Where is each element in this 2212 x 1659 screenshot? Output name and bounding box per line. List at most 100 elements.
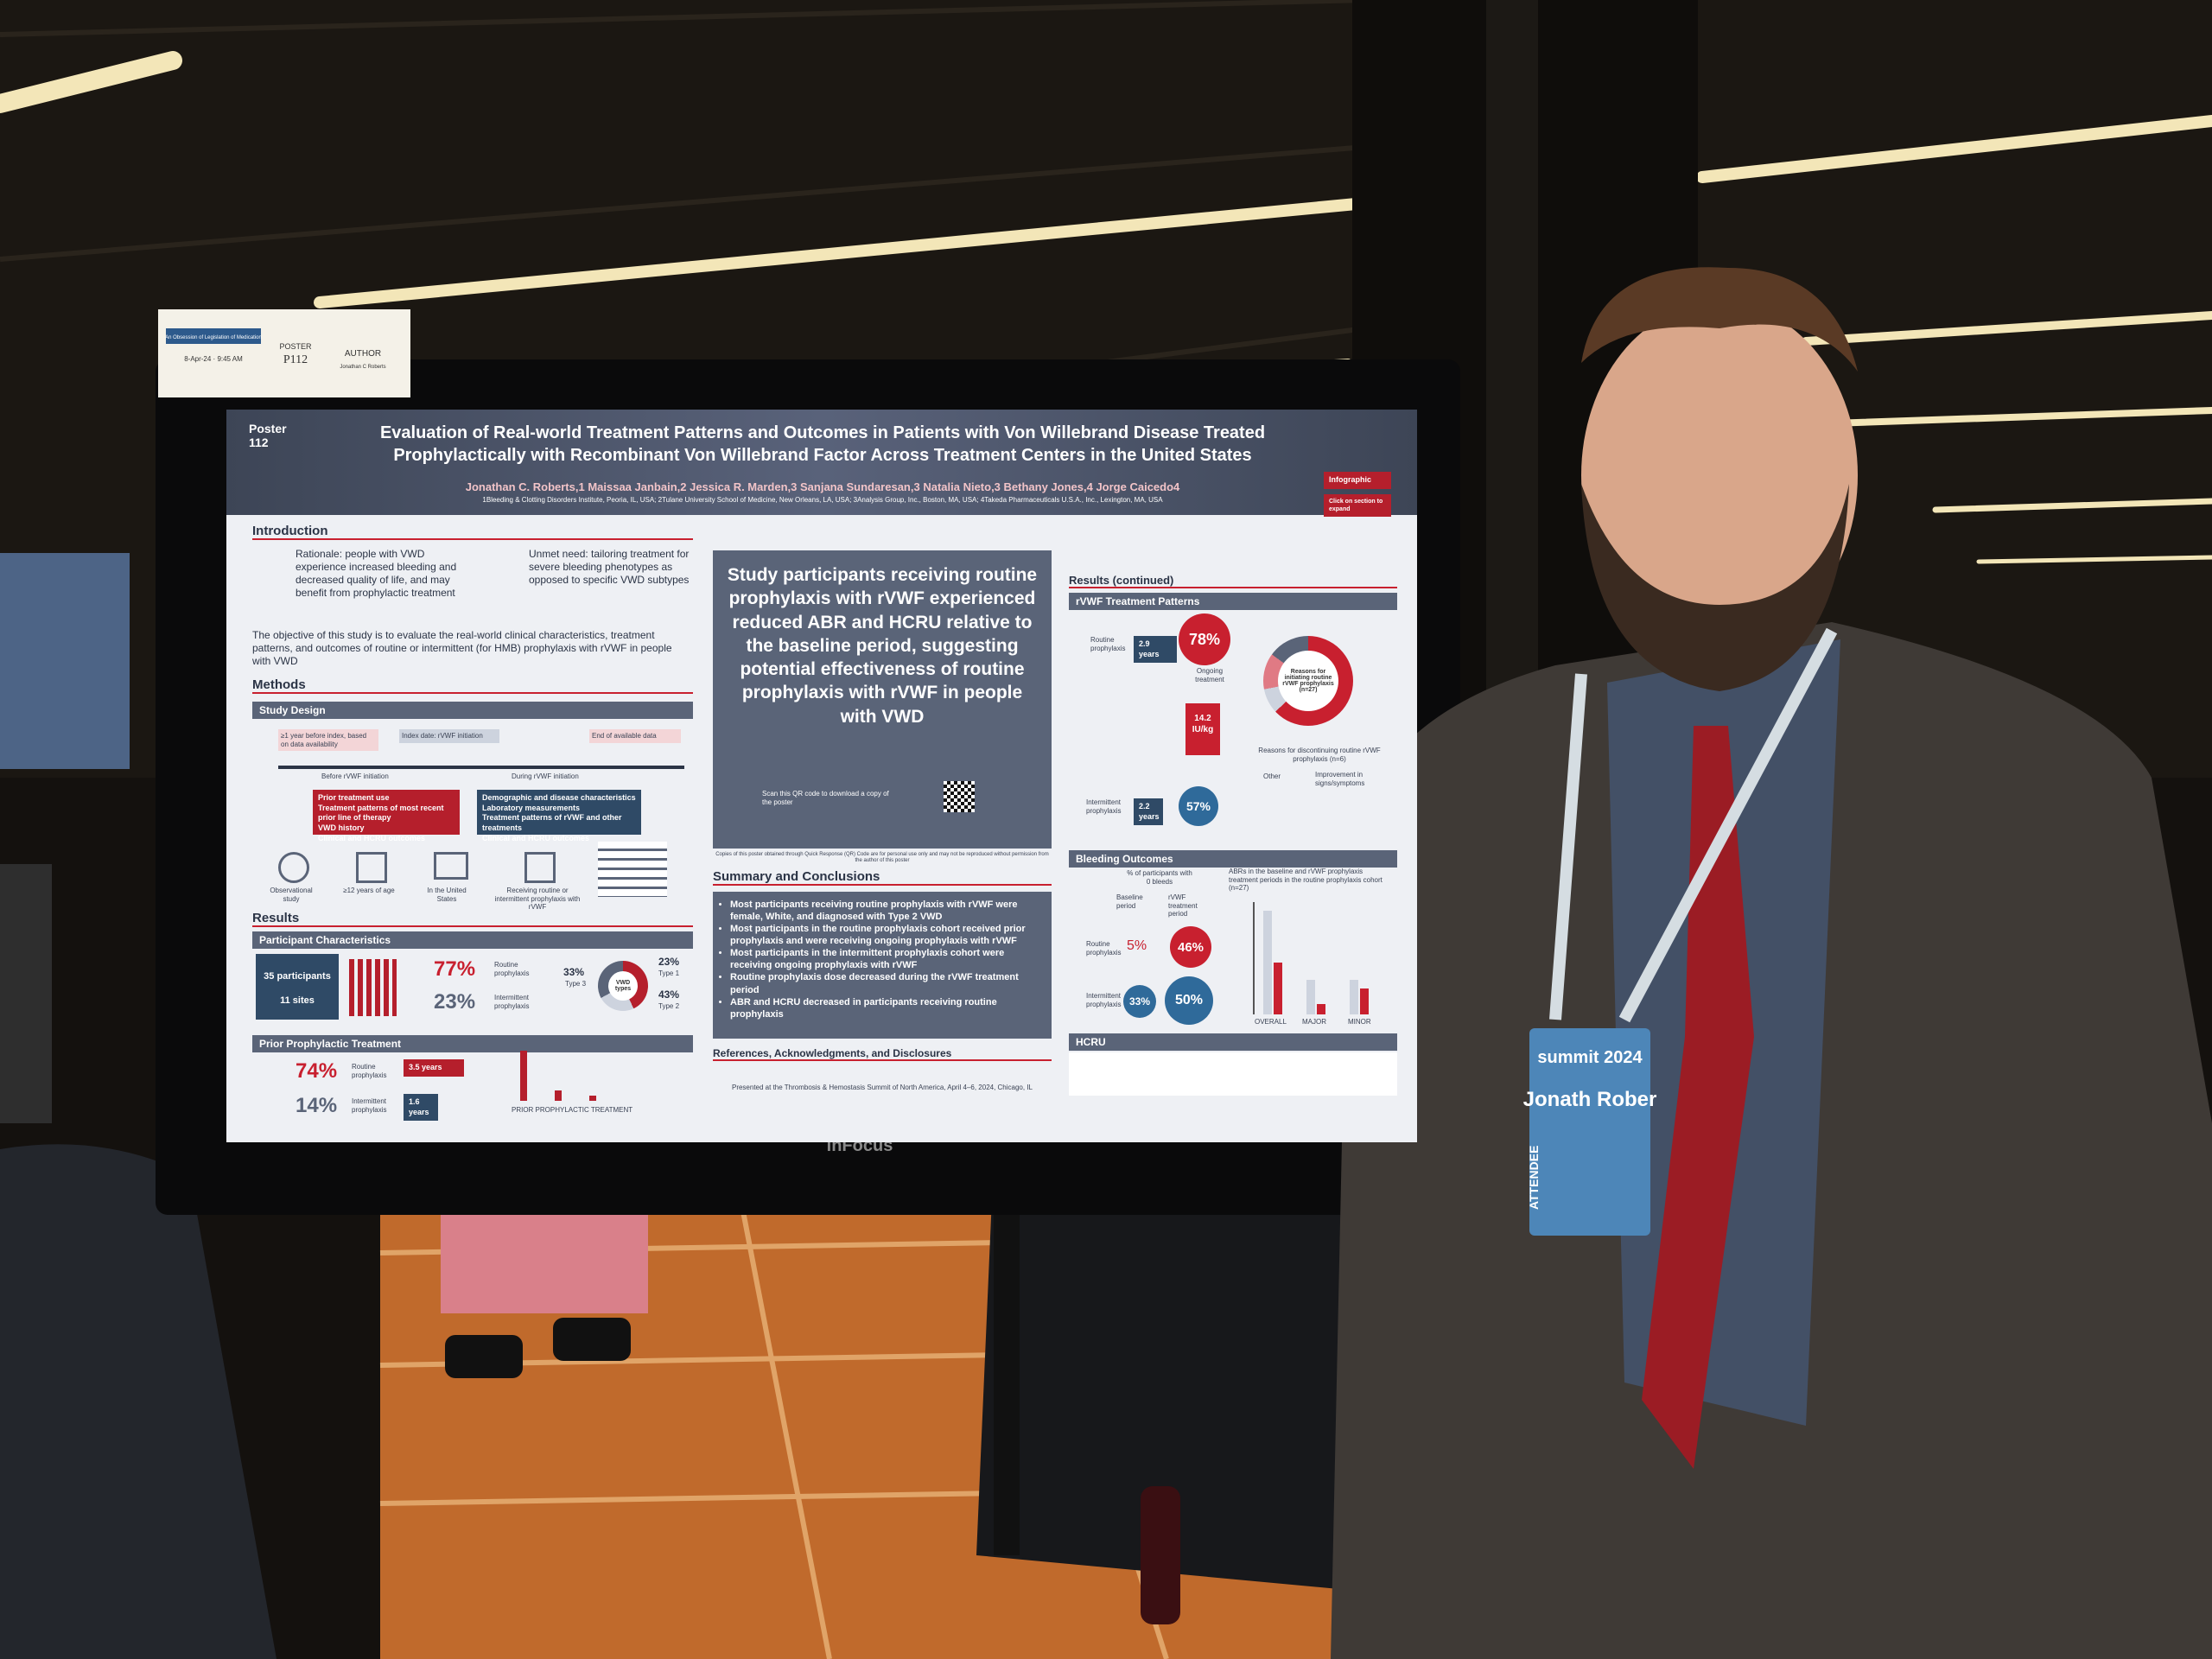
during-item: Demographic and disease characteristics bbox=[482, 793, 636, 802]
icon bbox=[524, 852, 556, 883]
icon bbox=[434, 852, 468, 880]
summary-bullet: ABR and HCRU decreased in participants r… bbox=[730, 996, 1043, 1020]
sign-session-bar bbox=[166, 328, 261, 344]
subsection-heading: rVWF Treatment Patterns bbox=[1069, 593, 1397, 610]
light bbox=[1828, 407, 2212, 427]
person bbox=[1331, 267, 2212, 1659]
prior-bar bbox=[555, 1090, 562, 1101]
intermittent-label: Intermittent prophylaxis bbox=[494, 994, 530, 1010]
laptop bbox=[0, 864, 52, 1123]
poster-badge: Poster 112 bbox=[249, 422, 287, 449]
treatment-label: rVWF treatment period bbox=[1168, 893, 1198, 918]
method-icon-label: ≥12 years of age bbox=[343, 887, 395, 894]
abr-category: MINOR bbox=[1348, 1018, 1371, 1026]
type2-pct: 43% bbox=[658, 988, 680, 1001]
qr-code bbox=[944, 781, 975, 812]
sign-card bbox=[158, 309, 410, 397]
routine-label: Routine prophylaxis bbox=[352, 1063, 387, 1079]
routine-pct: 77% bbox=[434, 957, 476, 981]
hair bbox=[1581, 267, 1858, 372]
method-icon-label: Observational study bbox=[270, 887, 313, 903]
routine-years: 2.9 years bbox=[1134, 636, 1177, 664]
donut-label: Reasons for initiating routine rVWF prop… bbox=[1278, 651, 1338, 711]
intermittent-pct: 23% bbox=[434, 990, 476, 1014]
beam bbox=[0, 0, 1366, 37]
section-heading: Results bbox=[252, 911, 693, 927]
improvement-label: Improvement in signs/symptoms bbox=[1315, 771, 1365, 787]
unmet-need: Unmet need: tailoring treatment for seve… bbox=[529, 548, 690, 586]
method-icon-label: In the United States bbox=[427, 887, 467, 903]
subsection-heading: HCRU bbox=[1069, 1033, 1397, 1051]
section-heading: Summary and Conclusions bbox=[713, 869, 1052, 886]
timeline-label: End of available data bbox=[589, 729, 681, 743]
type3-label: Type 3 bbox=[565, 980, 587, 988]
table-drape-center bbox=[976, 1158, 1348, 1590]
section-heading: Methods bbox=[252, 677, 693, 694]
light bbox=[0, 51, 182, 113]
background-monitor bbox=[0, 553, 130, 769]
rationale: Rationale: people with VWD experience in… bbox=[296, 548, 457, 599]
prior-routine-years: 3.5 years bbox=[404, 1059, 464, 1077]
light bbox=[1696, 115, 2212, 183]
during-item: Treatment patterns of rVWF and other tre… bbox=[482, 813, 622, 833]
intermittent-label: Intermittent prophylaxis bbox=[1086, 798, 1122, 815]
intermittent-baseline: 33% bbox=[1123, 985, 1156, 1018]
infographic-button[interactable]: Infographic bbox=[1324, 472, 1391, 489]
footer-note: Presented at the Thrombosis & Hemostasis… bbox=[731, 1084, 1033, 1091]
tie bbox=[1642, 726, 1754, 1469]
abr-bar bbox=[1360, 988, 1369, 1014]
dose-change: 14.2 IU/kg bbox=[1192, 714, 1214, 734]
method-icon-label: Receiving routine or intermittent prophy… bbox=[494, 887, 581, 912]
subsection-heading: Bleeding Outcomes bbox=[1069, 850, 1397, 868]
subsection-heading: Study Design bbox=[252, 702, 693, 719]
prior-routine-pct: 74% bbox=[296, 1059, 338, 1083]
summary-bullet: Most participants in the routine prophyl… bbox=[730, 923, 1043, 947]
sites: 11 sites bbox=[280, 995, 315, 1006]
abr-bar bbox=[1350, 980, 1358, 1014]
lanyard bbox=[1549, 627, 1838, 1023]
table-drape-left bbox=[0, 1144, 276, 1659]
discontinuing: Reasons for discontinuing routine rVWF p… bbox=[1258, 747, 1381, 763]
routine-treatment: 46% bbox=[1170, 926, 1211, 968]
summary-list: Most participants receiving routine prop… bbox=[730, 899, 1043, 1020]
participants: 35 participants bbox=[264, 971, 331, 982]
timeline-label: ≥1 year before index, based on data avai… bbox=[278, 729, 378, 752]
abr-bar bbox=[1317, 1004, 1325, 1014]
poster-authors: Jonathan C. Roberts,1 Maissaa Janbain,2 … bbox=[465, 480, 1180, 493]
sign-date: 8-Apr-24 · 9:45 AM bbox=[184, 355, 243, 363]
type3-pct: 33% bbox=[563, 966, 585, 978]
timeline-during: During rVWF initiation bbox=[512, 772, 579, 780]
routine-label: Routine prophylaxis bbox=[1086, 940, 1122, 957]
section-heading: Introduction bbox=[252, 524, 693, 540]
qr-note: Scan this QR code to download a copy of … bbox=[762, 790, 889, 806]
light bbox=[1932, 498, 2212, 513]
vwd-types: VWD types bbox=[608, 971, 638, 1001]
routine-baseline: 5% bbox=[1127, 938, 1147, 953]
poster-title: Evaluation of Real-world Treatment Patte… bbox=[379, 423, 1266, 465]
light bbox=[1802, 311, 2212, 346]
intermittent-label: Intermittent prophylaxis bbox=[1086, 992, 1122, 1008]
participants-box: 35 participants 11 sites bbox=[256, 954, 339, 1020]
baseline-label: Baseline period bbox=[1116, 893, 1143, 910]
ongoing-routine: 78% bbox=[1179, 613, 1230, 665]
summary-box: Most participants receiving routine prop… bbox=[713, 892, 1052, 1039]
intermittent-label: Intermittent prophylaxis bbox=[352, 1097, 387, 1114]
poster-header bbox=[226, 410, 1417, 515]
prior-bar bbox=[589, 1096, 596, 1101]
references-heading: References, Acknowledgments, and Disclos… bbox=[713, 1047, 1052, 1061]
abr-axis bbox=[1253, 902, 1255, 1014]
ongoing-intermittent: 57% bbox=[1179, 786, 1218, 826]
abr-bar bbox=[1306, 980, 1315, 1014]
click-note[interactable]: Click on section to expand bbox=[1324, 494, 1391, 518]
type1-label: Type 1 bbox=[658, 969, 680, 977]
face bbox=[1581, 302, 1858, 648]
timeline-label: Index date: rVWF initiation bbox=[399, 729, 499, 743]
beard bbox=[1581, 484, 1849, 691]
during-box: Demographic and disease characteristics … bbox=[477, 790, 641, 842]
ongoing-label: Ongoing treatment bbox=[1195, 667, 1224, 683]
shoe bbox=[553, 1318, 631, 1361]
carpet-line bbox=[732, 1166, 832, 1659]
vwd-donut: VWD types bbox=[598, 961, 648, 1011]
abr-category: OVERALL bbox=[1255, 1018, 1287, 1026]
